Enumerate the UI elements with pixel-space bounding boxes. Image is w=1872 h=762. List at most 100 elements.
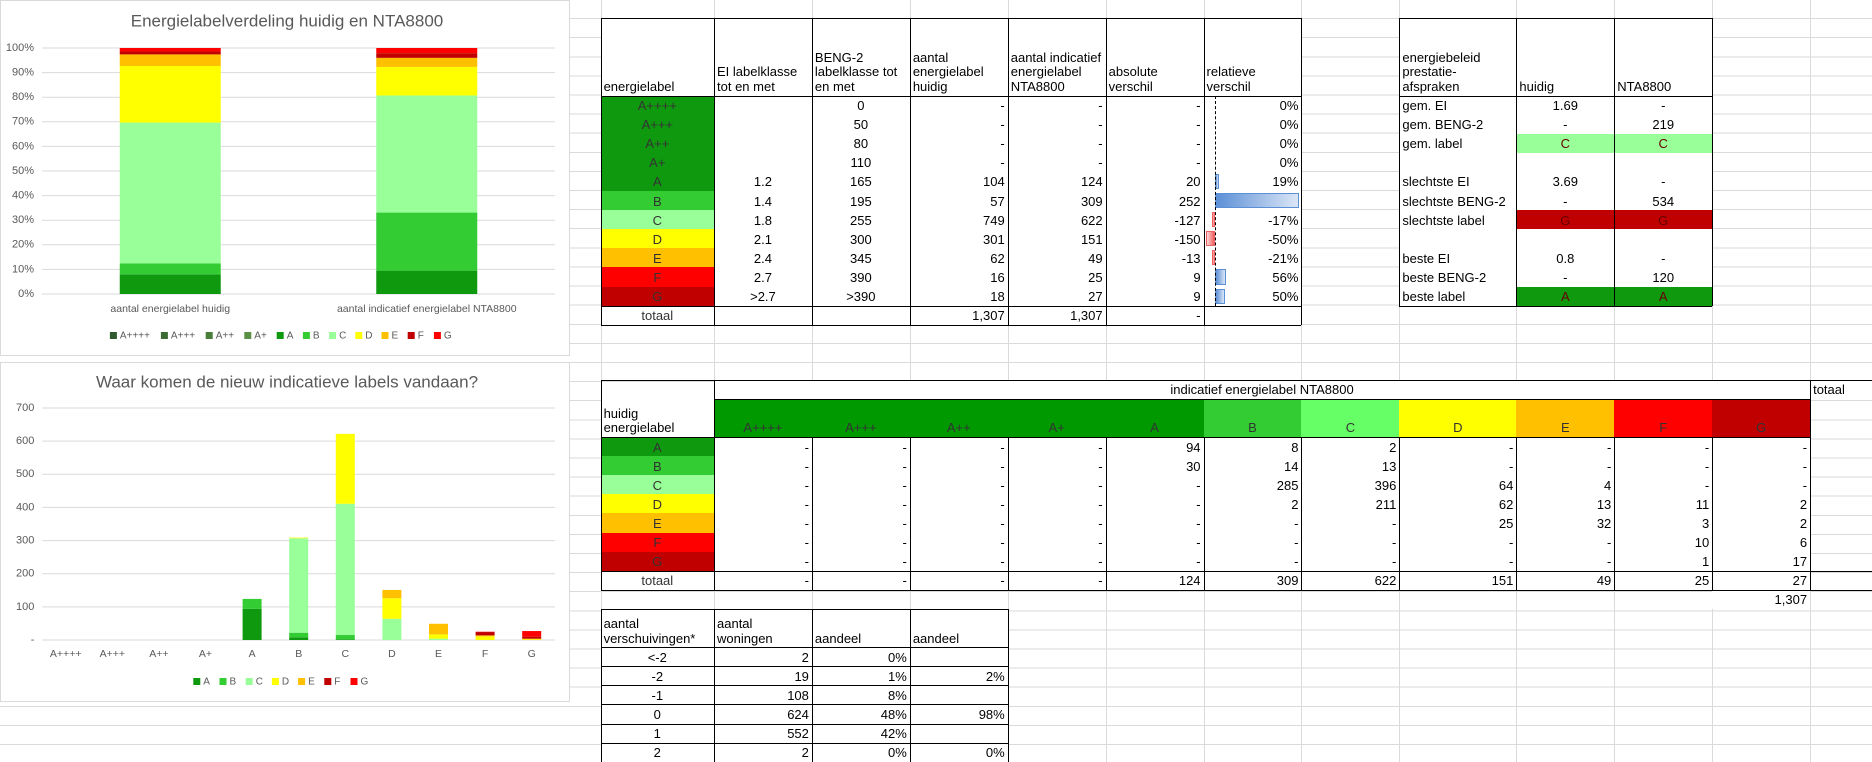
cell: -150 (1105, 229, 1204, 249)
cell: - (1105, 532, 1204, 552)
cell: 1 (1614, 551, 1713, 571)
cell: NTA8800 (1614, 17, 1713, 96)
cell: 2 (600, 742, 714, 762)
cell: 2.1 (714, 229, 812, 249)
cell-text: relatieve verschil (1206, 64, 1256, 94)
border-line (600, 647, 1008, 649)
cell (714, 133, 812, 153)
legend-label: A+++ (171, 331, 195, 342)
cell: 1.2 (714, 171, 812, 192)
legend-label: F (418, 331, 424, 342)
cell-text: - (804, 554, 809, 570)
cell: G (1516, 210, 1615, 230)
cell-text: 32 (1596, 515, 1612, 531)
cell: 56% (1203, 267, 1302, 287)
cell: 1,307 (1712, 589, 1811, 609)
y-tick-label: 400 (16, 501, 34, 513)
y-tick-label: 60% (12, 140, 34, 152)
cell-text: - (1196, 117, 1201, 133)
cell: B (600, 191, 714, 211)
cell-text: 622 (1080, 212, 1103, 228)
cell-text: 255 (850, 212, 872, 228)
border-line (600, 704, 1008, 706)
cell-text: 50 (853, 117, 869, 133)
cell-text: A (1560, 289, 1570, 305)
cell: F (600, 532, 714, 552)
legend-label: B (313, 331, 320, 342)
bar-segment (289, 538, 309, 633)
cell-text: indicatief energielabel NTA8800 (1170, 382, 1354, 398)
cell-text: 0% (1279, 155, 1299, 171)
cell: - (1516, 267, 1615, 287)
cell: energielabel (600, 17, 714, 96)
border-line (600, 666, 1008, 668)
bar-segment (289, 632, 309, 638)
cell-text: huidig (1519, 78, 1555, 94)
cell: 1.4 (714, 191, 812, 211)
cell: - (1399, 532, 1517, 552)
cell: 57 (909, 191, 1008, 211)
cell: - (811, 456, 910, 476)
cell: A (1105, 398, 1204, 437)
border-line (600, 570, 1872, 572)
cell-text: NTA8800 (1617, 78, 1672, 94)
cell-text: slechtste BENG-2 (1402, 193, 1506, 209)
cell-text: F (1659, 420, 1668, 436)
cell: 4 (1516, 475, 1615, 495)
bar-segment (522, 638, 542, 640)
cell-text: 285 (1276, 477, 1299, 493)
cell: 10 (1614, 532, 1713, 552)
cell: beste label (1399, 286, 1517, 306)
cell: 98% (909, 704, 1008, 724)
chart-title: Waar komen de nieuw indicatieve labels v… (96, 372, 478, 391)
cell-text: 8 (1291, 439, 1299, 455)
x-tick-label: B (295, 648, 302, 660)
cell: A++ (909, 398, 1008, 437)
cell-text: <-2 (647, 649, 667, 665)
cell: 8 (1203, 437, 1302, 457)
cell: 50% (1203, 286, 1302, 306)
x-tick-label: aantal energielabel huidig (110, 303, 230, 315)
cell: 622 (1007, 210, 1106, 230)
data-bar (1215, 269, 1227, 285)
border-line (1399, 17, 1713, 19)
data-bar (1215, 288, 1225, 304)
cell: 195 (811, 191, 910, 211)
y-tick-label: 500 (16, 468, 34, 480)
cell: 94 (1105, 437, 1204, 457)
cell-text: - (1000, 439, 1005, 455)
cell: 285 (1203, 475, 1302, 495)
cell: - (909, 456, 1008, 476)
cell-text: D (652, 231, 662, 247)
cell-text: beste EI (1402, 250, 1451, 266)
cell-text: 16 (990, 270, 1005, 285)
cell: E (1516, 398, 1615, 437)
cell-text: - (1661, 174, 1666, 190)
cell: 255 (811, 210, 910, 230)
cell: aantal energielabel huidig (909, 17, 1008, 96)
cell: 0% (1203, 133, 1302, 153)
cell: <-2 (600, 647, 714, 667)
cell: 309 (1007, 191, 1106, 211)
cell: A+++ (600, 114, 714, 134)
border-line (600, 95, 1302, 97)
cell-text: 57 (990, 193, 1005, 209)
cell-text: A++++ (637, 98, 677, 114)
cell-text: 309 (1080, 193, 1103, 209)
cell: - (1007, 570, 1106, 590)
cell: indicatief energielabel NTA8800 (714, 379, 1811, 399)
cell: 219 (1614, 114, 1713, 134)
y-tick-label: 70% (12, 116, 34, 128)
cell (1614, 152, 1713, 172)
cell: - (1516, 551, 1615, 571)
cell: 42% (811, 723, 910, 743)
cell: 0% (909, 742, 1008, 762)
cell: - (1105, 114, 1204, 134)
cell-text: A+++ (641, 117, 674, 133)
cell: 309 (1203, 570, 1302, 590)
bar-segment (522, 631, 542, 637)
cell-text: C (1560, 136, 1571, 152)
chart-area (0, 362, 570, 702)
cell-text: - (1098, 439, 1103, 455)
